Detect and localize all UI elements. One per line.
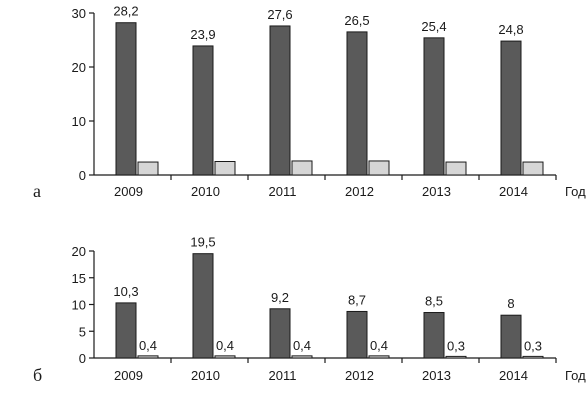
bar-light (291, 355, 313, 359)
bar-dark (346, 31, 368, 176)
y-tick-label: 0 (79, 351, 86, 366)
bar-light (291, 160, 313, 176)
bar-dark (115, 22, 137, 176)
bar-light (368, 355, 390, 359)
bar-light (137, 355, 159, 359)
x-axis-label: Год (565, 184, 586, 199)
bar-dark (192, 45, 214, 176)
x-tick-label: 2014 (499, 368, 528, 383)
bar-light (522, 161, 544, 176)
data-label-light: 0,4 (216, 338, 234, 353)
bar-dark (192, 253, 214, 359)
data-label-dark: 28,2 (113, 4, 138, 19)
x-tick-label: 2011 (269, 184, 297, 199)
bar-light (214, 355, 236, 359)
x-tick-label: 2012 (345, 368, 374, 383)
bar-light (445, 161, 467, 176)
data-label-dark: 26,5 (344, 13, 369, 28)
bar-dark (115, 302, 137, 359)
bar-light (137, 161, 159, 176)
bar-dark (423, 312, 445, 359)
data-label-light: 0,4 (293, 338, 311, 353)
data-label-light: 0,3 (524, 338, 542, 353)
x-tick-label: 2013 (422, 368, 451, 383)
bar-dark (269, 308, 291, 359)
bar-light (445, 355, 467, 359)
y-tick-label: 10 (72, 114, 86, 129)
panel-b: 0 5 10 15 20 2009 2010 2011 2012 2013 2014 Год б 10,3… (33, 235, 586, 385)
bar-dark (423, 37, 445, 176)
panel-a: 0 10 20 30 2009 2010 2011 2012 2013 2014 Год а 28,2 2… (33, 4, 586, 201)
x-tick-label: 2012 (345, 184, 374, 199)
bar-dark (269, 25, 291, 176)
y-tick-label: 0 (79, 168, 86, 183)
x-axis-label: Год (565, 368, 586, 383)
x-tick-label: 2010 (191, 184, 220, 199)
bar-dark (500, 40, 522, 176)
data-label-dark: 25,4 (421, 19, 446, 34)
data-label-dark: 24,8 (498, 22, 523, 37)
data-label-dark: 9,2 (271, 290, 289, 305)
x-tick-label: 2009 (114, 368, 143, 383)
bar-light (214, 161, 236, 176)
data-label-light: 0,4 (370, 338, 388, 353)
y-tick-label: 20 (72, 60, 86, 75)
data-label-dark: 19,5 (190, 235, 215, 250)
data-label-dark: 23,9 (190, 27, 215, 42)
x-tick-label: 2011 (269, 368, 297, 383)
x-tick-label: 2014 (499, 184, 528, 199)
data-label-light: 0,3 (447, 338, 465, 353)
panel-letter: б (33, 365, 42, 385)
data-label-dark: 8 (507, 296, 514, 311)
y-tick-label: 15 (72, 271, 86, 286)
x-tick-label: 2013 (422, 184, 451, 199)
bar-light (368, 160, 390, 176)
y-tick-label: 20 (72, 244, 86, 259)
y-tick-label: 30 (72, 6, 86, 21)
y-tick-label: 5 (79, 324, 86, 339)
bar-dark (500, 314, 522, 359)
y-tick-label: 10 (72, 298, 86, 313)
bar-light (522, 355, 544, 359)
data-label-dark: 8,5 (425, 294, 443, 309)
data-label-dark: 8,7 (348, 292, 366, 307)
bar-dark (346, 310, 368, 359)
data-label-light: 0,4 (139, 338, 157, 353)
x-tick-label: 2009 (114, 184, 143, 199)
data-label-dark: 27,6 (267, 7, 292, 22)
x-tick-label: 2010 (191, 368, 220, 383)
panel-letter: а (33, 181, 41, 201)
data-label-dark: 10,3 (113, 284, 138, 299)
